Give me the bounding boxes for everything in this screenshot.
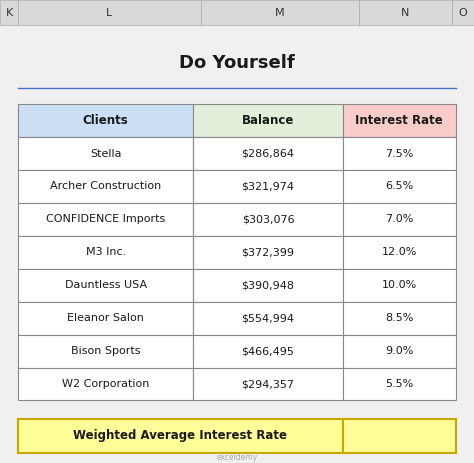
Text: 7.0%: 7.0% (385, 214, 413, 225)
Text: 8.5%: 8.5% (385, 313, 413, 323)
Text: Stella: Stella (90, 149, 121, 158)
Text: 5.5%: 5.5% (385, 379, 413, 389)
Text: W2 Corporation: W2 Corporation (62, 379, 149, 389)
Text: Dauntless USA: Dauntless USA (64, 280, 147, 290)
Text: CONFIDENCE Imports: CONFIDENCE Imports (46, 214, 165, 225)
Bar (343, 269, 456, 302)
Bar (18, 236, 193, 269)
Text: $303,076: $303,076 (242, 214, 294, 225)
Text: Archer Construction: Archer Construction (50, 181, 161, 192)
Bar (18, 104, 193, 137)
Text: $321,974: $321,974 (242, 181, 294, 192)
Bar (18, 419, 343, 453)
Text: M3 Inc.: M3 Inc. (86, 247, 126, 257)
Bar (18, 335, 193, 368)
Text: 7.5%: 7.5% (385, 149, 413, 158)
Text: L: L (106, 8, 112, 18)
Bar (193, 269, 343, 302)
Bar (0, 0, 18, 25)
Text: N: N (401, 8, 410, 18)
Bar (193, 335, 343, 368)
Text: Weighted Average Interest Rate: Weighted Average Interest Rate (73, 429, 287, 443)
Bar (193, 302, 343, 335)
Text: 6.5%: 6.5% (385, 181, 413, 192)
Text: Do Yourself: Do Yourself (179, 54, 295, 71)
Text: Balance: Balance (242, 114, 294, 127)
Bar (201, 0, 359, 25)
Bar (343, 137, 456, 170)
Text: K: K (5, 8, 13, 18)
Bar (343, 419, 456, 453)
Bar (193, 368, 343, 400)
Bar (193, 203, 343, 236)
Bar (343, 104, 456, 137)
Text: O: O (458, 8, 467, 18)
Bar (359, 0, 452, 25)
Bar (343, 203, 456, 236)
Bar (193, 104, 343, 137)
Text: $466,495: $466,495 (242, 346, 294, 356)
Bar (193, 137, 343, 170)
Text: $372,399: $372,399 (242, 247, 294, 257)
Bar (452, 0, 474, 25)
Bar (18, 0, 201, 25)
Bar (18, 269, 193, 302)
Text: Bison Sports: Bison Sports (71, 346, 140, 356)
Bar (343, 170, 456, 203)
Bar (343, 335, 456, 368)
Text: Clients: Clients (83, 114, 128, 127)
Text: $294,357: $294,357 (242, 379, 294, 389)
Text: 9.0%: 9.0% (385, 346, 413, 356)
Text: M: M (275, 8, 285, 18)
Text: $286,864: $286,864 (242, 149, 294, 158)
Text: 10.0%: 10.0% (382, 280, 417, 290)
Text: exceldemy: exceldemy (216, 453, 258, 462)
Text: Interest Rate: Interest Rate (356, 114, 443, 127)
Bar (193, 236, 343, 269)
Bar (193, 170, 343, 203)
Text: $554,994: $554,994 (242, 313, 294, 323)
Bar (18, 137, 193, 170)
Bar (343, 236, 456, 269)
Text: $390,948: $390,948 (242, 280, 294, 290)
Text: 12.0%: 12.0% (382, 247, 417, 257)
Bar (343, 302, 456, 335)
Bar (343, 368, 456, 400)
Bar (18, 203, 193, 236)
Bar (18, 302, 193, 335)
Text: Eleanor Salon: Eleanor Salon (67, 313, 144, 323)
Bar (18, 170, 193, 203)
Bar (18, 368, 193, 400)
